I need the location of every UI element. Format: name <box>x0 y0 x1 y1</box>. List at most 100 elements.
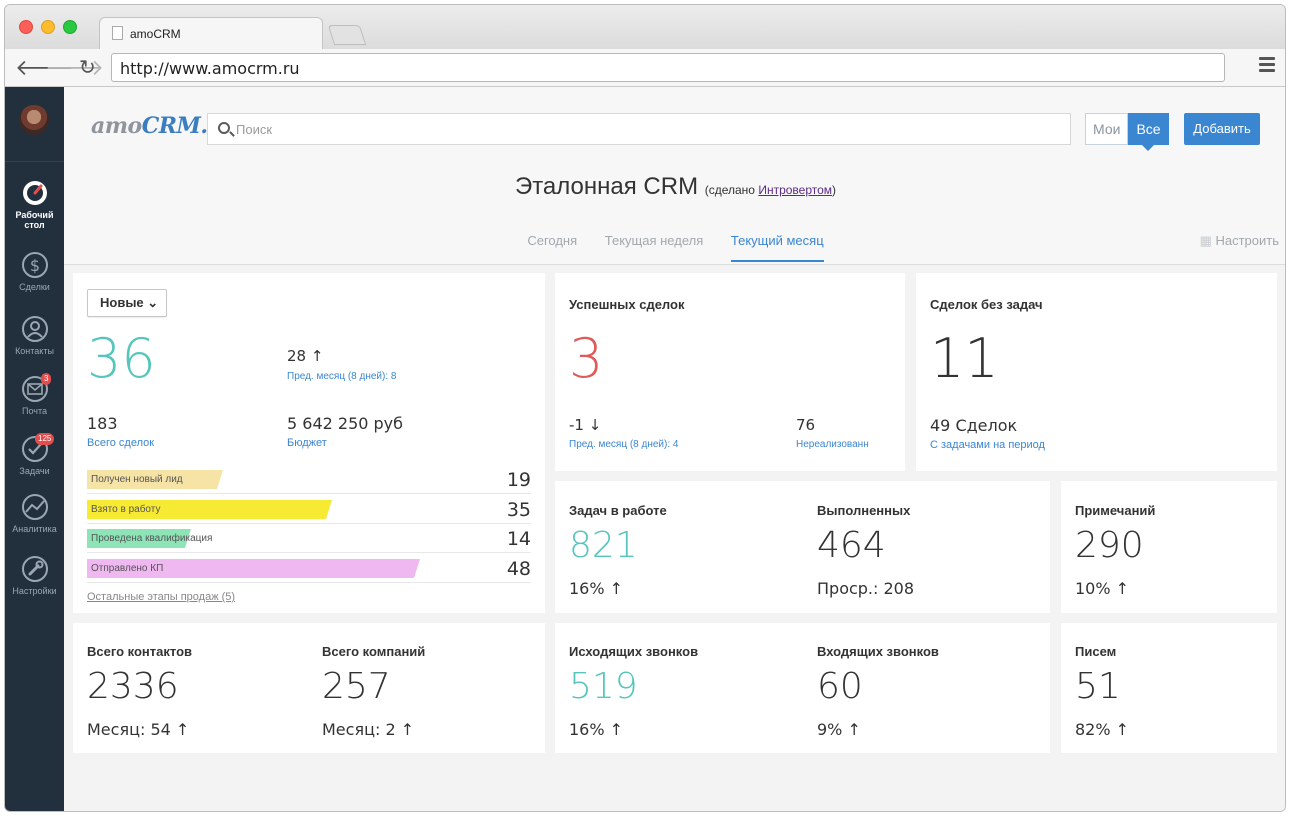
pipeline-stage-row[interactable]: Взято в работу 35 <box>87 498 531 524</box>
add-button[interactable]: Добавить <box>1184 113 1260 145</box>
avatar[interactable] <box>19 105 49 135</box>
mail-badge: 3 <box>41 373 52 385</box>
stage-label: Получен новый лид <box>91 474 183 485</box>
notes-card: Примечаний 290 10% ↑ <box>1061 481 1277 613</box>
prev-period-label: Пред. месяц (8 дней): 8 <box>287 371 397 382</box>
card-title: Исходящих звонков <box>569 644 699 659</box>
reload-icon[interactable]: ↻ <box>79 57 96 79</box>
sidebar-item-label: Задачи <box>19 466 50 476</box>
tab-current-month[interactable]: Текущий месяц <box>730 233 824 262</box>
made-by-link[interactable]: Интровертом <box>758 183 833 197</box>
deals-without-tasks-count: 11 <box>930 327 999 390</box>
deals-count-label: С задачами на период <box>930 439 1045 451</box>
incoming-calls-delta: 9% ↑ <box>817 720 861 739</box>
sidebar-item-label: Аналитика <box>12 524 57 534</box>
browser-window: amoCRM 🡐 🡒 ↻ http://www.amocrm.ru Рабочи… <box>4 4 1286 812</box>
tasks-in-work-delta: 16% ↑ <box>569 579 624 598</box>
made-by-prefix: (сделано <box>704 183 759 197</box>
search-icon <box>218 122 230 134</box>
mail-icon <box>21 376 48 402</box>
document-icon <box>112 26 123 40</box>
card-title: Писем <box>1075 644 1117 659</box>
budget-label: Бюджет <box>287 437 327 449</box>
new-tab-button[interactable] <box>327 25 367 45</box>
tab-current-week[interactable]: Текущая неделя <box>604 233 704 248</box>
contacts-card: Всего контактов 2336 Месяц: 54 ↑ Всего к… <box>73 623 545 753</box>
all-toggle-button[interactable]: Все <box>1128 113 1169 151</box>
stage-value: 14 <box>506 528 531 550</box>
browser-titlebar: amoCRM <box>5 5 1285 49</box>
successful-deals-prev-label: Пред. месяц (8 дней): 4 <box>569 439 679 450</box>
minimize-window-button[interactable] <box>41 20 55 34</box>
incoming-calls-value: 60 <box>817 666 863 707</box>
mine-toggle-button[interactable]: Мои <box>1085 113 1129 145</box>
stage-bar <box>87 559 420 578</box>
sidebar-item-settings[interactable]: Настройки <box>5 555 64 596</box>
stage-bar <box>87 529 191 548</box>
close-window-button[interactable] <box>19 20 33 34</box>
pipeline-stage-row[interactable]: Проведена квалификация 14 <box>87 527 531 553</box>
notes-delta: 10% ↑ <box>1075 579 1130 598</box>
browser-tab[interactable]: amoCRM <box>99 17 323 49</box>
deals-count-value: 49 Сделок <box>930 416 1018 435</box>
letters-card: Писем 51 82% ↑ <box>1061 623 1277 753</box>
forward-arrow-icon[interactable]: 🡒 <box>45 55 104 80</box>
sidebar-item-contacts[interactable]: Контакты <box>5 315 64 356</box>
card-title: Примечаний <box>1075 503 1156 518</box>
sidebar-item-dashboard[interactable]: Рабочий стол <box>5 179 64 230</box>
card-title: Всего компаний <box>322 644 426 659</box>
stage-label: Взято в работу <box>91 504 161 515</box>
card-title: Всего контактов <box>87 644 193 659</box>
configure-button[interactable]: Настроить <box>1200 233 1279 249</box>
dollar-icon: $ <box>21 252 48 278</box>
stage-value: 48 <box>506 558 531 580</box>
pipeline-stage-row[interactable]: Отправлено КП 48 <box>87 557 531 583</box>
logo-suffix: CRM. <box>141 113 208 139</box>
tab-title: amoCRM <box>130 27 181 41</box>
budget-value: 5 642 250 руб <box>287 414 404 433</box>
tasks-overdue: Проср.: 208 <box>817 579 915 598</box>
outgoing-calls-delta: 16% ↑ <box>569 720 624 739</box>
address-bar[interactable]: http://www.amocrm.ru <box>111 53 1225 82</box>
successful-deals-delta: -1 ↓ <box>569 416 602 434</box>
amocrm-logo[interactable]: amoCRM. <box>91 113 208 139</box>
calls-card: Исходящих звонков 519 16% ↑ Входящих зво… <box>555 623 1050 753</box>
pipeline-stage-row[interactable]: Получен новый лид 19 <box>87 468 531 494</box>
successful-deals-card: Успешных сделок 3 -1 ↓ Пред. месяц (8 дн… <box>555 273 905 471</box>
made-by-suffix: ) <box>832 183 837 197</box>
back-arrow-icon[interactable]: 🡐 <box>15 55 74 80</box>
tasks-in-work-value: 821 <box>569 525 638 566</box>
zoom-window-button[interactable] <box>63 20 77 34</box>
dashboard-header: amoCRM. Мои Все Добавить Эталонная CRM (… <box>64 87 1285 265</box>
sidebar-divider <box>5 161 64 162</box>
sidebar-item-tasks[interactable]: Задачи 125 <box>5 433 64 476</box>
successful-deals-count: 3 <box>569 327 604 390</box>
sidebar-item-deals[interactable]: $ Сделки <box>5 251 64 292</box>
sidebar-item-mail[interactable]: Почта 3 <box>5 373 64 416</box>
stage-label: Проведена квалификация <box>91 533 213 544</box>
card-title: Сделок без задач <box>930 297 1043 312</box>
scope-toggle: Мои Все <box>1085 113 1169 151</box>
tasks-card: Задач в работе 821 16% ↑ Выполненных 464… <box>555 481 1050 613</box>
tasks-done-value: 464 <box>817 525 886 566</box>
new-leads-count: 36 <box>87 327 156 390</box>
main-content: amoCRM. Мои Все Добавить Эталонная CRM (… <box>64 87 1285 811</box>
other-stages-link[interactable]: Остальные этапы продаж (5) <box>87 591 236 603</box>
sidebar-item-label: Контакты <box>15 346 54 356</box>
card-title: Задач в работе <box>569 503 667 518</box>
deals-without-tasks-card: Сделок без задач 11 49 Сделок С задачами… <box>916 273 1277 471</box>
tasks-badge: 125 <box>35 433 55 445</box>
letters-value: 51 <box>1075 666 1121 707</box>
hamburger-menu-icon[interactable] <box>1259 57 1275 75</box>
letters-delta: 82% ↑ <box>1075 720 1130 739</box>
outgoing-calls-value: 519 <box>569 666 638 707</box>
total-deals-label: Всего сделок <box>87 437 155 449</box>
tab-today[interactable]: Сегодня <box>527 233 578 248</box>
made-by-note: (сделано Интровертом) <box>705 183 836 197</box>
stage-value: 35 <box>506 499 531 521</box>
svg-text:$: $ <box>29 256 39 275</box>
leads-card: Новые ⌄ 36 28 ↑ Пред. месяц (8 дней): 8 … <box>73 273 545 613</box>
lead-status-dropdown[interactable]: Новые ⌄ <box>87 289 167 317</box>
search-input[interactable] <box>236 114 1056 144</box>
sidebar-item-analytics[interactable]: Аналитика <box>5 493 64 534</box>
